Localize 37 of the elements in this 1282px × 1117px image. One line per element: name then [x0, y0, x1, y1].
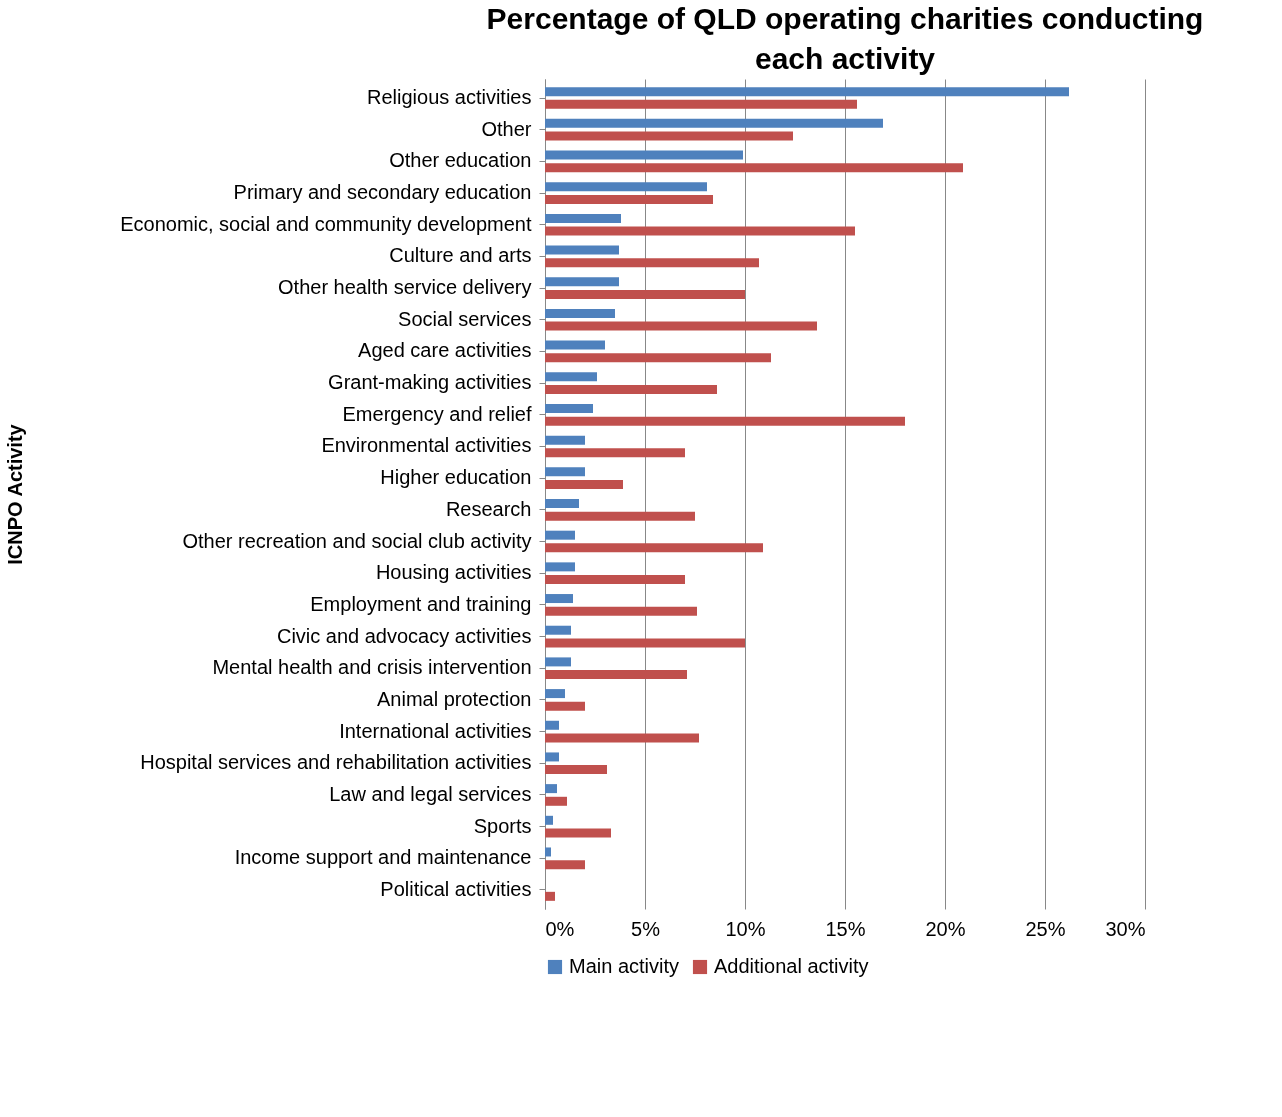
- y-tick-label: Housing activities: [375, 561, 532, 584]
- x-tick-label: 0%: [545, 917, 575, 940]
- y-tick-label: Grant-making activities: [328, 371, 532, 394]
- y-tick-label: Religious activities: [366, 86, 532, 109]
- y-tick-label: Employment and training: [310, 592, 532, 615]
- y-axis-title: ICNPO Activity: [3, 423, 26, 565]
- chart-title: Percentage of QLD operating charities conducting each activity: [486, 2, 1204, 75]
- y-tick-label: Higher education: [380, 466, 532, 489]
- x-tick-label: 25%: [1025, 917, 1066, 940]
- y-tick-label: Research: [445, 497, 532, 520]
- y-tick-label: Other: [481, 117, 532, 140]
- legend-label: Additional activity: [714, 955, 869, 977]
- y-tick-label: Political activities: [380, 877, 532, 900]
- y-tick-label: Mental health and crisis intervention: [212, 656, 532, 679]
- y-tick-label: Economic, social and community development: [120, 212, 532, 235]
- y-tick-label: International activities: [339, 719, 532, 742]
- x-tick-label: 20%: [925, 917, 966, 940]
- y-tick-label: Other recreation and social club activity: [182, 529, 532, 552]
- y-tick-label: Income support and maintenance: [234, 846, 532, 869]
- y-tick-label: Other education: [389, 149, 532, 172]
- y-tick-label: Other health service delivery: [278, 276, 532, 299]
- y-tick-label: Culture and arts: [389, 244, 532, 267]
- y-tick-label: Law and legal services: [329, 782, 532, 805]
- legend-label: Main activity: [569, 955, 680, 977]
- x-tick-label: 5%: [631, 917, 661, 940]
- y-tick-label: Hospital services and rehabilitation activities: [140, 751, 532, 774]
- x-tick-label: 15%: [825, 917, 866, 940]
- x-tick-label: 30%: [1105, 917, 1146, 940]
- y-tick-label: Aged care activities: [358, 339, 532, 362]
- y-tick-label: Animal protection: [376, 687, 532, 710]
- y-tick-label: Environmental activities: [321, 434, 532, 457]
- y-tick-label: Sports: [473, 814, 532, 837]
- y-tick-label: Social services: [398, 307, 532, 330]
- x-tick-label: 10%: [725, 917, 766, 940]
- y-tick-label: Emergency and relief: [342, 402, 532, 425]
- y-tick-label: Civic and advocacy activities: [276, 624, 532, 647]
- y-tick-label: Primary and secondary education: [233, 181, 532, 204]
